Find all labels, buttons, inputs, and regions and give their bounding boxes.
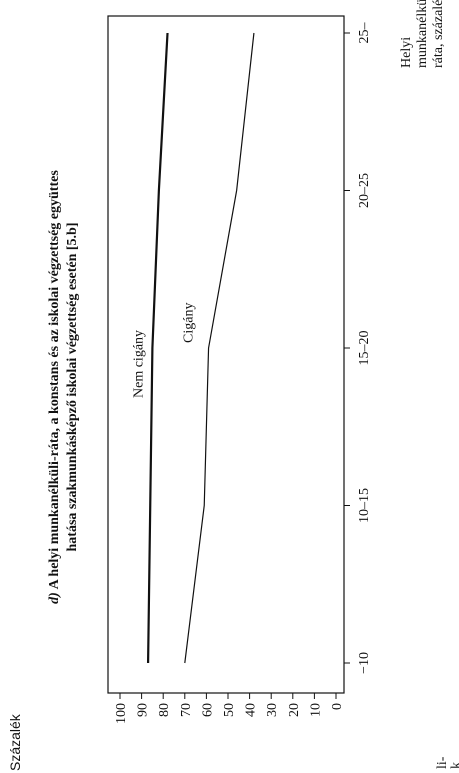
x-tick-label-4: 25– xyxy=(357,22,372,44)
y-tick-label-90: 90 xyxy=(136,703,151,717)
y-ticks: 0 10 20 30 40 50 60 70 80 90 100 xyxy=(114,693,345,724)
x-ticks: −10 10–15 15–20 20–25 25– xyxy=(344,22,372,674)
x-tick-label-2: 15–20 xyxy=(357,331,372,366)
series-label-0: Nem cigány xyxy=(131,330,146,398)
x-tick-label-3: 20–25 xyxy=(357,173,372,208)
y-tick-label-50: 50 xyxy=(222,703,237,717)
plot-frame xyxy=(107,15,345,694)
series-label-1: Cigány xyxy=(182,303,197,343)
y-tick-label-80: 80 xyxy=(157,703,172,717)
y-tick-label-60: 60 xyxy=(200,703,215,717)
y-axis-label: Százalék xyxy=(7,713,23,771)
y-tick-label-100: 100 xyxy=(114,703,129,724)
caption-line-1: d) A helyi munkanélküli-ráta, a konstans… xyxy=(47,170,62,604)
series-line-1 xyxy=(184,32,255,664)
x-axis-label-line-2: munkanélküli- xyxy=(415,0,430,68)
series-line-0 xyxy=(146,32,169,664)
left-cutoff-text-2: k xyxy=(449,762,459,769)
y-tick-label-20: 20 xyxy=(287,703,302,717)
series-lines: Nem cigány Cigány xyxy=(131,32,255,664)
y-tick-label-40: 40 xyxy=(244,703,259,717)
y-tick-label-10: 10 xyxy=(308,703,323,717)
x-axis-label-line-3: ráta, százalék xyxy=(431,0,446,68)
caption-line-2: hatása szakmunkásképző iskolai végzettsé… xyxy=(65,223,80,552)
y-tick-label-30: 30 xyxy=(265,703,280,717)
x-axis-label-line-1: Helyi xyxy=(399,37,414,68)
x-tick-label-1: 10–15 xyxy=(357,488,372,523)
left-cutoff-text-1: li- xyxy=(435,756,450,769)
x-tick-label-0: −10 xyxy=(357,652,372,674)
axes xyxy=(107,15,345,694)
y-tick-label-0: 0 xyxy=(330,703,345,710)
y-tick-label-70: 70 xyxy=(179,703,194,717)
